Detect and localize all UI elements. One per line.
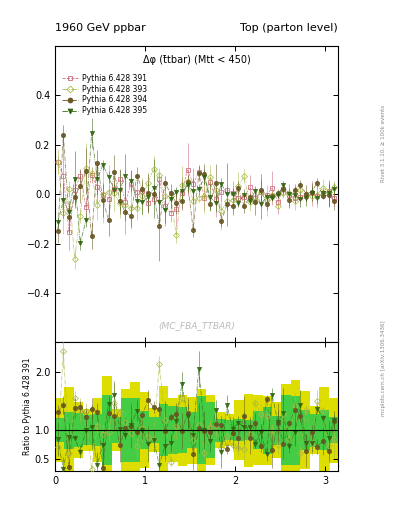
Y-axis label: Ratio to Pythia 6.428 391: Ratio to Pythia 6.428 391 [23, 358, 32, 455]
Text: Δφ (t̄tbar) (Mtt < 450): Δφ (t̄tbar) (Mtt < 450) [143, 55, 250, 65]
Legend: Pythia 6.428 391, Pythia 6.428 393, Pythia 6.428 394, Pythia 6.428 395: Pythia 6.428 391, Pythia 6.428 393, Pyth… [62, 74, 147, 115]
Text: Rivet 3.1.10, ≥ 100k events: Rivet 3.1.10, ≥ 100k events [381, 105, 386, 182]
Text: mcplots.cern.ch [arXiv:1306.3436]: mcplots.cern.ch [arXiv:1306.3436] [381, 321, 386, 416]
Text: (MC_FBA_TTBAR): (MC_FBA_TTBAR) [158, 322, 235, 330]
Text: Top (parton level): Top (parton level) [240, 23, 338, 33]
Text: 1960 GeV ppbar: 1960 GeV ppbar [55, 23, 146, 33]
